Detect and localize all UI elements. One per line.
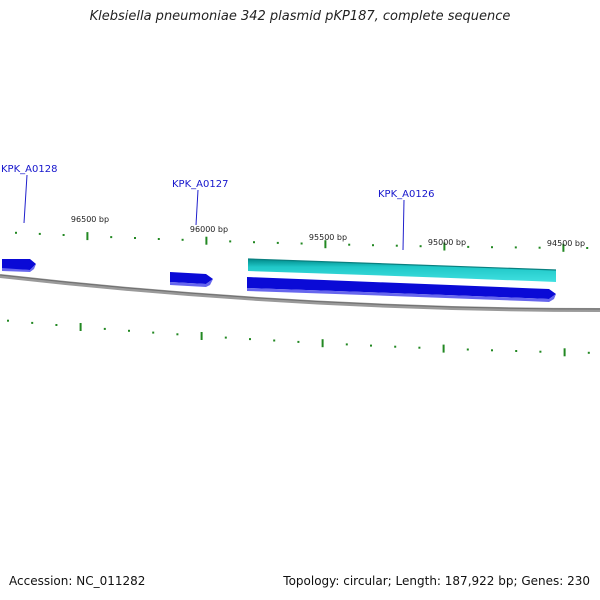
gene-label-group-kpk-a0128: KPK_A0128 [1, 164, 57, 224]
gene-label-group-kpk-a0127: KPK_A0127 [172, 179, 228, 226]
gene-label[interactable]: KPK_A0128 [1, 164, 57, 175]
gene-arrow-kpk-a0128[interactable] [2, 259, 36, 272]
cds-feature-kpk-a0126[interactable] [247, 258, 557, 282]
scale-label-94500: 94500 bp [547, 239, 585, 248]
gene-label[interactable]: KPK_A0126 [378, 189, 434, 200]
gene-label[interactable]: KPK_A0127 [172, 179, 228, 190]
scale-label-96500: 96500 bp [71, 215, 109, 224]
scale-label-96000: 96000 bp [190, 225, 228, 234]
upper-tick-row [15, 231, 589, 252]
scale-label-95500: 95500 bp [309, 233, 347, 242]
lower-tick-row [7, 319, 590, 357]
scale-label-95000: 95000 bp [428, 238, 466, 247]
accession-text: Accession: NC_011282 [9, 574, 146, 588]
backbone [0, 274, 600, 312]
map-title: Klebsiella pneumoniae 342 plasmid pKP187… [89, 9, 511, 24]
gene-arrow-kpk-a0126[interactable] [247, 277, 556, 302]
gene-label-group-kpk-a0126: KPK_A0126 [378, 189, 434, 251]
summary-text: Topology: circular; Length: 187,922 bp; … [283, 574, 590, 588]
gene-arrow-kpk-a0127[interactable] [170, 272, 213, 287]
